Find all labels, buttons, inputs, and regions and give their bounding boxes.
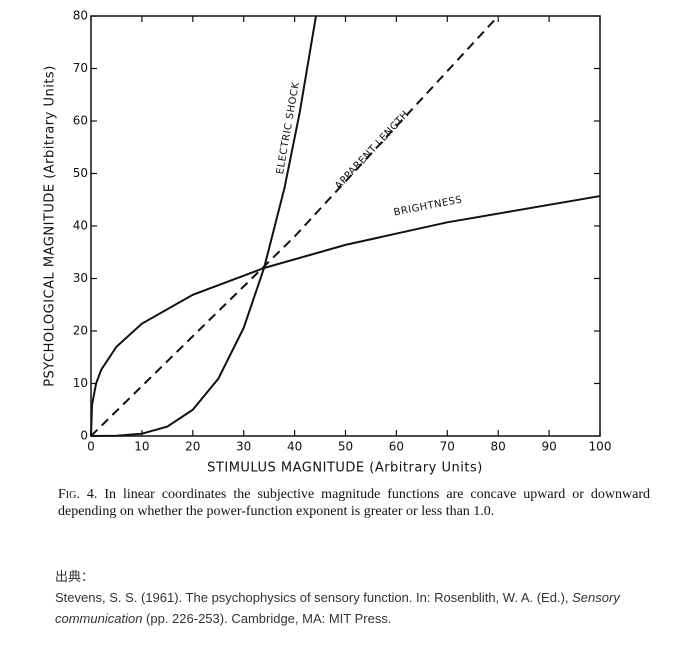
line-series bbox=[90, 195, 601, 437]
x-tick-label: 50 bbox=[338, 440, 353, 454]
caption-text: In linear coordinates the subjective mag… bbox=[58, 487, 650, 519]
x-tick-label: 0 bbox=[87, 440, 95, 454]
x-tick-label: 10 bbox=[134, 440, 149, 454]
x-tick-label: 100 bbox=[589, 440, 612, 454]
series-label: APPARENT LENGTH bbox=[333, 109, 411, 192]
y-tick-label: 0 bbox=[80, 429, 88, 443]
line-series bbox=[90, 15, 499, 437]
x-tick-label: 70 bbox=[440, 440, 455, 454]
y-tick-label: 40 bbox=[73, 219, 88, 233]
x-tick-label: 60 bbox=[389, 440, 404, 454]
citation-text: Stevens, S. S. (1961). The psychophysics… bbox=[55, 590, 573, 605]
x-tick-label: 20 bbox=[185, 440, 200, 454]
source-citation: Stevens, S. S. (1961). The psychophysics… bbox=[55, 587, 635, 629]
series-label: BRIGHTNESS bbox=[393, 194, 463, 218]
chart: STIMULUS MAGNITUDE (Arbitrary Units) PSY… bbox=[43, 9, 612, 476]
y-tick-label: 70 bbox=[73, 61, 88, 75]
x-tick-label: 80 bbox=[491, 440, 506, 454]
y-tick-label: 20 bbox=[73, 324, 88, 338]
y-axis-label: PSYCHOLOGICAL MAGNITUDE (Arbitrary Units… bbox=[43, 65, 58, 387]
y-tick-label: 80 bbox=[73, 9, 88, 23]
x-tick-label: 40 bbox=[287, 440, 302, 454]
line-series bbox=[90, 15, 317, 437]
citation-title: Sensory communication bbox=[55, 590, 620, 626]
source: 出典： Stevens, S. S. (1961). The psychophy… bbox=[55, 566, 635, 629]
y-tick-label: 60 bbox=[73, 114, 88, 128]
y-tick-label: 30 bbox=[73, 271, 88, 285]
figure-number: Fig. 4. bbox=[58, 487, 98, 502]
citation-text: (pp. 226-253). Cambridge, MA: MIT Press. bbox=[142, 611, 392, 626]
y-tick-label: 10 bbox=[73, 376, 88, 390]
x-tick-label: 90 bbox=[541, 440, 556, 454]
x-tick-label: 30 bbox=[236, 440, 251, 454]
x-axis-label: STIMULUS MAGNITUDE (Arbitrary Units) bbox=[207, 461, 483, 476]
series-label: ELECTRIC SHOCK bbox=[275, 81, 302, 175]
y-tick-label: 50 bbox=[73, 166, 88, 180]
caption: Fig. 4. In linear coordinates the subjec… bbox=[58, 486, 650, 520]
plot-frame bbox=[90, 15, 601, 437]
source-heading: 出典： bbox=[55, 569, 95, 584]
